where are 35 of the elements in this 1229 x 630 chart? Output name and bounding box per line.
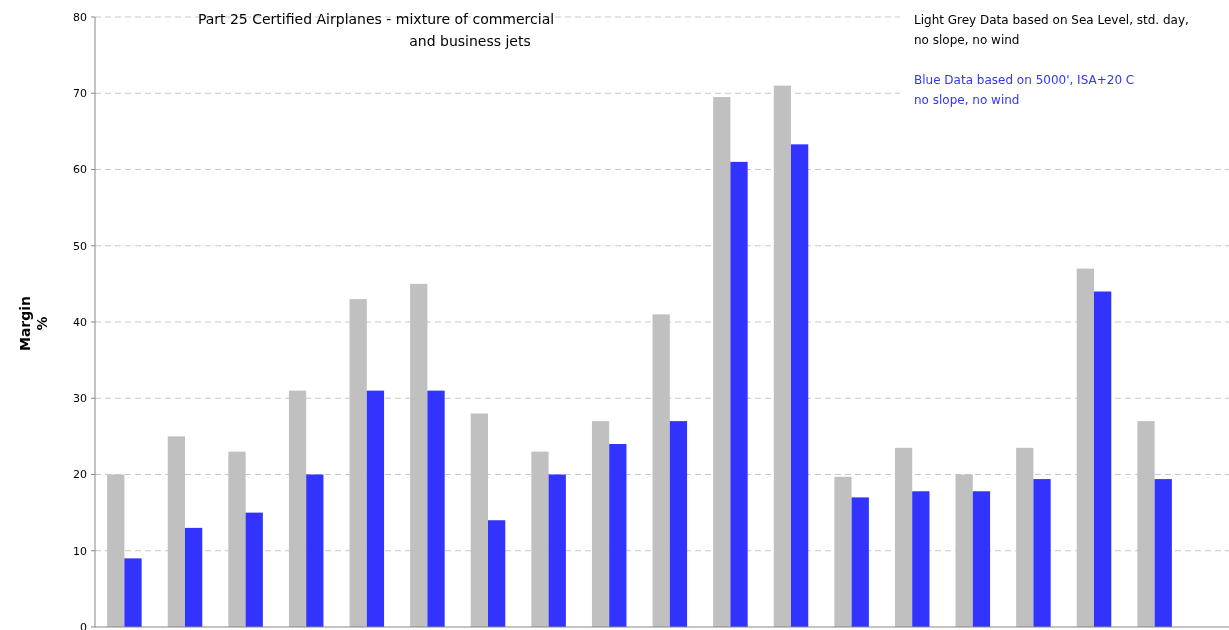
- bar: [488, 520, 506, 627]
- y-axis-title: Margin %: [17, 295, 50, 352]
- annotation: Light Grey Data based on Sea Level, std. day, no slope, no wind: [914, 13, 1189, 47]
- bar: [366, 390, 385, 627]
- bar: [1154, 479, 1172, 627]
- bar: [912, 491, 930, 627]
- bar: [730, 161, 748, 627]
- y-tick-label: 50: [73, 239, 87, 253]
- y-tick-label: 60: [73, 163, 87, 177]
- bar: [669, 421, 688, 627]
- y-tick-label: 70: [73, 87, 87, 101]
- bar: [713, 97, 731, 627]
- y-tick-label: 80: [73, 10, 87, 24]
- y-tick-label: 20: [73, 468, 87, 482]
- bar: [124, 558, 142, 627]
- chart-title: Part 25 Certified Airplanes - mixture of commercial and business jets: [197, 11, 555, 49]
- bar: [427, 390, 445, 627]
- bar: [773, 85, 791, 627]
- y-tick-label: 40: [73, 315, 87, 329]
- bar: [245, 512, 263, 627]
- bar: [851, 497, 869, 627]
- bar: [894, 447, 913, 627]
- annotation: Blue Data based on 5000', ISA+20 C no slope, no wind: [914, 73, 1135, 107]
- bar: [791, 144, 809, 627]
- y-tick-label: 10: [73, 544, 87, 558]
- y-tick-label: 30: [73, 392, 87, 406]
- bar: [184, 527, 203, 627]
- bar: [1033, 479, 1051, 627]
- bar: [972, 491, 991, 627]
- bar: [306, 474, 324, 627]
- y-tick-label: 0: [80, 620, 87, 630]
- bar: [1094, 291, 1112, 627]
- bar: [548, 474, 566, 627]
- bar: [609, 444, 627, 627]
- bar: [834, 476, 852, 627]
